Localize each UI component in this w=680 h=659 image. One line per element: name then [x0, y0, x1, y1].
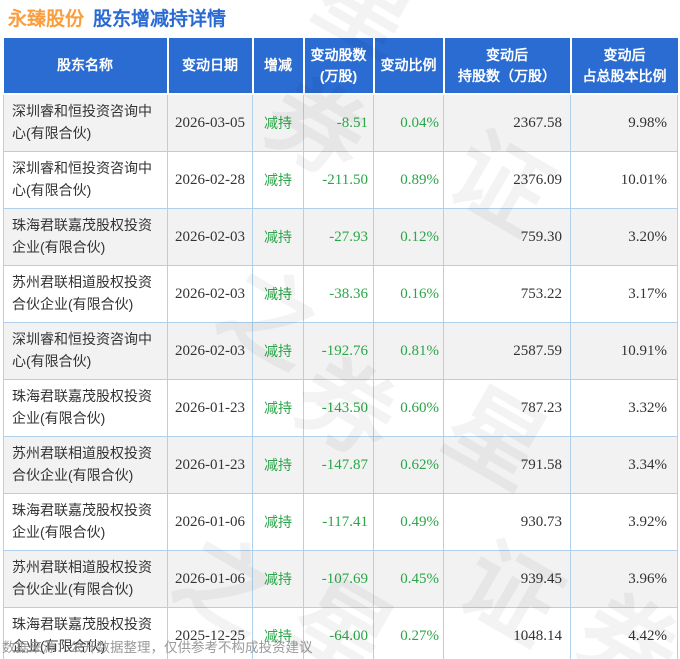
change-ratio-cell: 0.60%: [373, 379, 444, 437]
pct-after-cell: 3.96%: [570, 550, 678, 608]
table-row: 珠海君联嘉茂股权投资企业(有限合伙) 2026-02-03 减持 -27.93 0.12…: [3, 208, 678, 266]
pct-after-cell: 3.34%: [570, 436, 678, 494]
table-row: 苏州君联相道股权投资合伙企业(有限合伙) 2026-01-06 减持 -107.69 0…: [3, 550, 678, 608]
shareholder-name-cell: 深圳睿和恒投资咨询中心(有限合伙): [3, 93, 168, 152]
col-shares-after: 变动后 持股数（万股）: [442, 38, 571, 95]
shareholder-name-cell: 珠海君联嘉茂股权投资企业(有限合伙): [3, 607, 168, 659]
change-ratio-cell: 0.45%: [373, 550, 444, 608]
table-row: 珠海君联嘉茂股权投资企业(有限合伙) 2026-01-23 减持 -143.50 0.6…: [3, 379, 678, 437]
shares-after-cell: 1048.14: [443, 607, 571, 659]
change-date-cell: 2026-02-03: [167, 208, 253, 266]
pct-after-cell: 3.20%: [570, 208, 678, 266]
shares-after-cell: 2376.09: [443, 151, 571, 209]
col-change-date: 变动日期: [166, 38, 253, 95]
direction-cell: 减持: [252, 436, 304, 494]
direction-cell: 减持: [252, 93, 304, 152]
change-ratio-cell: 0.89%: [373, 151, 444, 209]
change-date-cell: 2026-02-03: [167, 322, 253, 380]
table-row: 珠海君联嘉茂股权投资企业(有限合伙) 2026-01-06 减持 -117.41 0.4…: [3, 493, 678, 551]
direction-cell: 减持: [252, 379, 304, 437]
change-shares-cell: -192.76: [303, 322, 374, 380]
direction-cell: 减持: [252, 607, 304, 659]
table-header-row: 股东名称 变动日期 增减 变动股数 (万股) 变动比例 变动后 持股数（万股） 变动后 占总…: [3, 38, 678, 95]
change-date-cell: 2026-02-03: [167, 265, 253, 323]
change-shares-cell: -211.50: [303, 151, 374, 209]
shares-after-cell: 2367.58: [443, 93, 571, 152]
change-date-cell: 2026-01-06: [167, 550, 253, 608]
pct-after-cell: 9.98%: [570, 93, 678, 152]
shares-after-cell: 930.73: [443, 493, 571, 551]
shareholder-name-cell: 深圳睿和恒投资咨询中心(有限合伙): [3, 322, 168, 380]
change-date-cell: 2026-01-23: [167, 379, 253, 437]
change-shares-cell: -8.51: [303, 93, 374, 152]
col-change-shares: 变动股数 (万股): [302, 38, 374, 95]
shares-after-cell: 787.23: [443, 379, 571, 437]
pct-after-cell: 10.01%: [570, 151, 678, 209]
table-row: 苏州君联相道股权投资合伙企业(有限合伙) 2026-02-03 减持 -38.36 0.…: [3, 265, 678, 323]
pct-after-cell: 3.17%: [570, 265, 678, 323]
table-row: 深圳睿和恒投资咨询中心(有限合伙) 2026-03-05 减持 -8.51 0.04% 2…: [3, 93, 678, 152]
change-shares-cell: -147.87: [303, 436, 374, 494]
change-shares-cell: -64.00: [303, 607, 374, 659]
shareholder-name-cell: 深圳睿和恒投资咨询中心(有限合伙): [3, 151, 168, 209]
direction-cell: 减持: [252, 208, 304, 266]
change-ratio-cell: 0.27%: [373, 607, 444, 659]
direction-cell: 减持: [252, 151, 304, 209]
report-title-label: 股东增减持详情: [93, 9, 227, 30]
shareholder-name-cell: 苏州君联相道股权投资合伙企业(有限合伙): [3, 265, 168, 323]
shares-after-cell: 939.45: [443, 550, 571, 608]
change-ratio-cell: 0.12%: [373, 208, 444, 266]
shares-after-cell: 791.58: [443, 436, 571, 494]
change-ratio-cell: 0.16%: [373, 265, 444, 323]
shareholder-name-cell: 苏州君联相道股权投资合伙企业(有限合伙): [3, 436, 168, 494]
shareholder-name-cell: 苏州君联相道股权投资合伙企业(有限合伙): [3, 550, 168, 608]
direction-cell: 减持: [252, 265, 304, 323]
page-title: 永臻股份 股东增减持详情: [8, 4, 226, 31]
direction-cell: 减持: [252, 550, 304, 608]
change-shares-cell: -117.41: [303, 493, 374, 551]
col-change-ratio: 变动比例: [372, 38, 444, 95]
change-date-cell: 2026-01-06: [167, 493, 253, 551]
pct-after-cell: 3.32%: [570, 379, 678, 437]
pct-after-cell: 10.91%: [570, 322, 678, 380]
change-shares-cell: -107.69: [303, 550, 374, 608]
table-row: 苏州君联相道股权投资合伙企业(有限合伙) 2026-01-23 减持 -147.87 0…: [3, 436, 678, 494]
change-shares-cell: -27.93: [303, 208, 374, 266]
col-pct-after: 变动后 占总股本比例: [569, 38, 678, 95]
col-shareholder-name: 股东名称: [3, 38, 168, 95]
stock-name-label: 永臻股份: [8, 9, 85, 30]
change-date-cell: 2026-03-05: [167, 93, 253, 152]
shareholder-name-cell: 珠海君联嘉茂股权投资企业(有限合伙): [3, 208, 168, 266]
change-date-cell: 2026-01-23: [167, 436, 253, 494]
change-ratio-cell: 0.62%: [373, 436, 444, 494]
change-ratio-cell: 0.49%: [373, 493, 444, 551]
shareholding-changes-table: 股东名称 变动日期 增减 变动股数 (万股) 变动比例 变动后 持股数（万股） 变动后 占总…: [3, 38, 678, 659]
shareholder-name-cell: 珠海君联嘉茂股权投资企业(有限合伙): [3, 379, 168, 437]
shares-after-cell: 753.22: [443, 265, 571, 323]
shareholder-name-cell: 珠海君联嘉茂股权投资企业(有限合伙): [3, 493, 168, 551]
change-shares-cell: -38.36: [303, 265, 374, 323]
table-row: 深圳睿和恒投资咨询中心(有限合伙) 2026-02-28 减持 -211.50 0.89…: [3, 151, 678, 209]
direction-cell: 减持: [252, 493, 304, 551]
table-row: 深圳睿和恒投资咨询中心(有限合伙) 2026-02-03 减持 -192.76 0.81…: [3, 322, 678, 380]
change-ratio-cell: 0.81%: [373, 322, 444, 380]
col-direction: 增减: [251, 38, 304, 95]
shares-after-cell: 2587.59: [443, 322, 571, 380]
change-shares-cell: -143.50: [303, 379, 374, 437]
table-row: 珠海君联嘉茂股权投资企业(有限合伙) 2025-12-25 减持 -64.00 0.27…: [3, 607, 678, 659]
change-ratio-cell: 0.04%: [373, 93, 444, 152]
pct-after-cell: 4.42%: [570, 607, 678, 659]
direction-cell: 减持: [252, 322, 304, 380]
pct-after-cell: 3.92%: [570, 493, 678, 551]
data-source-note: 数据来源：公开数据整理，仅供参考不构成投资建议: [2, 640, 313, 655]
shares-after-cell: 759.30: [443, 208, 571, 266]
change-date-cell: 2026-02-28: [167, 151, 253, 209]
